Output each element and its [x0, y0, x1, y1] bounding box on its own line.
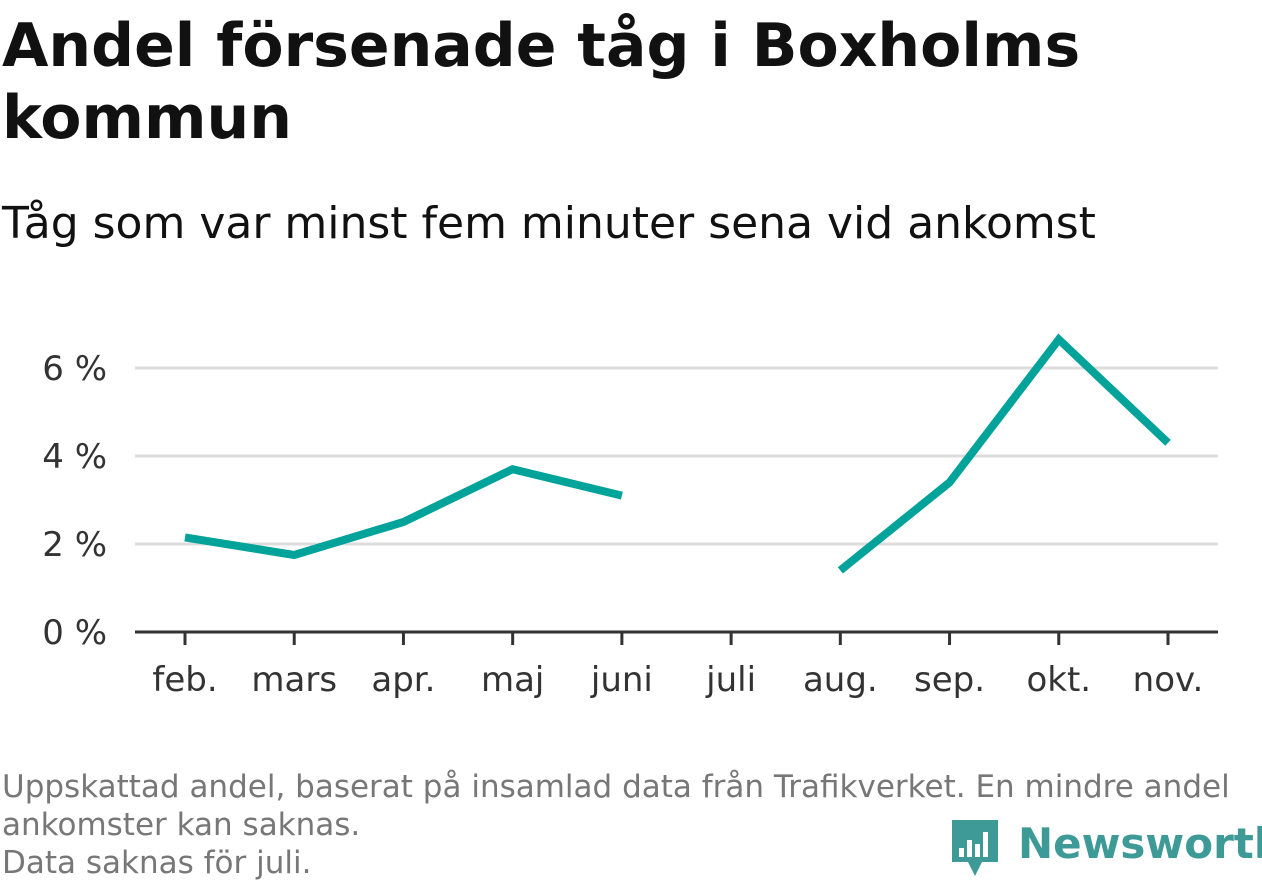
series-line	[837, 333, 1171, 574]
y-tick-label: 4 %	[42, 437, 107, 477]
y-tick-label: 2 %	[42, 525, 107, 565]
x-ticks: feb. mars apr. maj juni juli aug. sep. okt. nov.	[152, 632, 1203, 700]
y-tick-label: 6 %	[42, 349, 107, 389]
chart-title: Andel försenade tåg i Boxholms kommun	[2, 11, 1081, 153]
x-tick-label: mars	[251, 660, 337, 700]
footnote: Uppskattad andel, baserat på insamlad da…	[2, 768, 1252, 882]
x-tick-label: maj	[481, 660, 544, 700]
x-tick-label: sep.	[914, 660, 985, 700]
footnote-line: Data saknas för juli.	[2, 845, 312, 881]
x-tick-label: juli	[705, 660, 756, 700]
x-tick-label: juni	[590, 660, 653, 700]
y-tick-label: 0 %	[42, 613, 107, 653]
footnote-line: Uppskattad andel, baserat på insamlad da…	[2, 769, 1230, 805]
line-chart: 0 % 2 % 4 % 6 % feb. mars apr. maj juni juli aug.…	[42, 333, 1218, 700]
chart-subtitle: Tåg som var minst fem minuter sena vid a…	[2, 198, 1096, 249]
series-line	[184, 464, 623, 560]
x-tick-label: feb.	[152, 660, 217, 700]
logo-text: Newsworthy	[1018, 819, 1262, 868]
x-tick-label: okt.	[1026, 660, 1091, 700]
grid-lines	[135, 366, 1218, 546]
newsworthy-logo: Newsworthy	[950, 818, 1262, 880]
y-tick-labels: 0 % 2 % 4 % 6 %	[42, 349, 107, 653]
x-tick-label: nov.	[1133, 660, 1204, 700]
footnote-line: ankomster kan saknas.	[2, 807, 361, 843]
series-lines	[184, 333, 1171, 574]
x-tick-label: aug.	[803, 660, 878, 700]
bar-chart-pin-icon	[952, 820, 998, 876]
x-tick-label: apr.	[371, 660, 435, 700]
